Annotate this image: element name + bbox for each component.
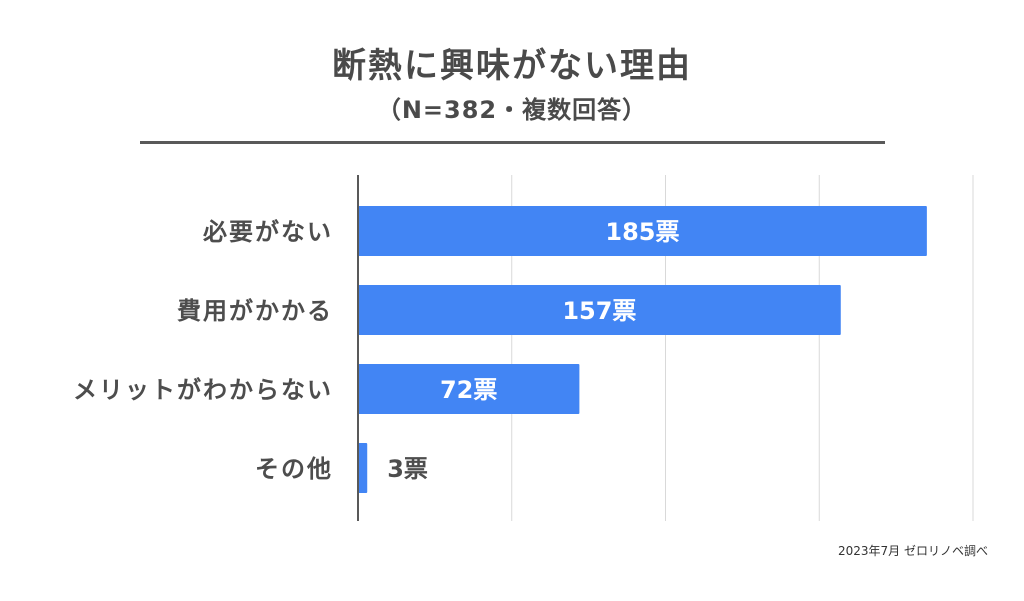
bar xyxy=(358,206,927,256)
data-label: 157票 xyxy=(562,297,636,325)
category-label: 必要がない xyxy=(203,218,333,246)
category-label: メリットがわからない xyxy=(73,376,333,404)
chart-title: 断熱に興味がない理由 xyxy=(332,46,692,86)
data-label: 3票 xyxy=(387,455,428,483)
title-underline xyxy=(140,141,885,144)
chart-subtitle: （N=382・複数回答） xyxy=(376,96,648,124)
bar xyxy=(358,364,580,414)
bar xyxy=(358,443,368,493)
data-label: 185票 xyxy=(605,218,679,246)
source-note: 2023年7月 ゼロリノベ調べ xyxy=(838,544,988,558)
data-label: 72票 xyxy=(440,376,497,404)
category-label: その他 xyxy=(255,455,333,483)
bar xyxy=(358,285,841,335)
category-label: 費用がかかる xyxy=(177,297,333,325)
